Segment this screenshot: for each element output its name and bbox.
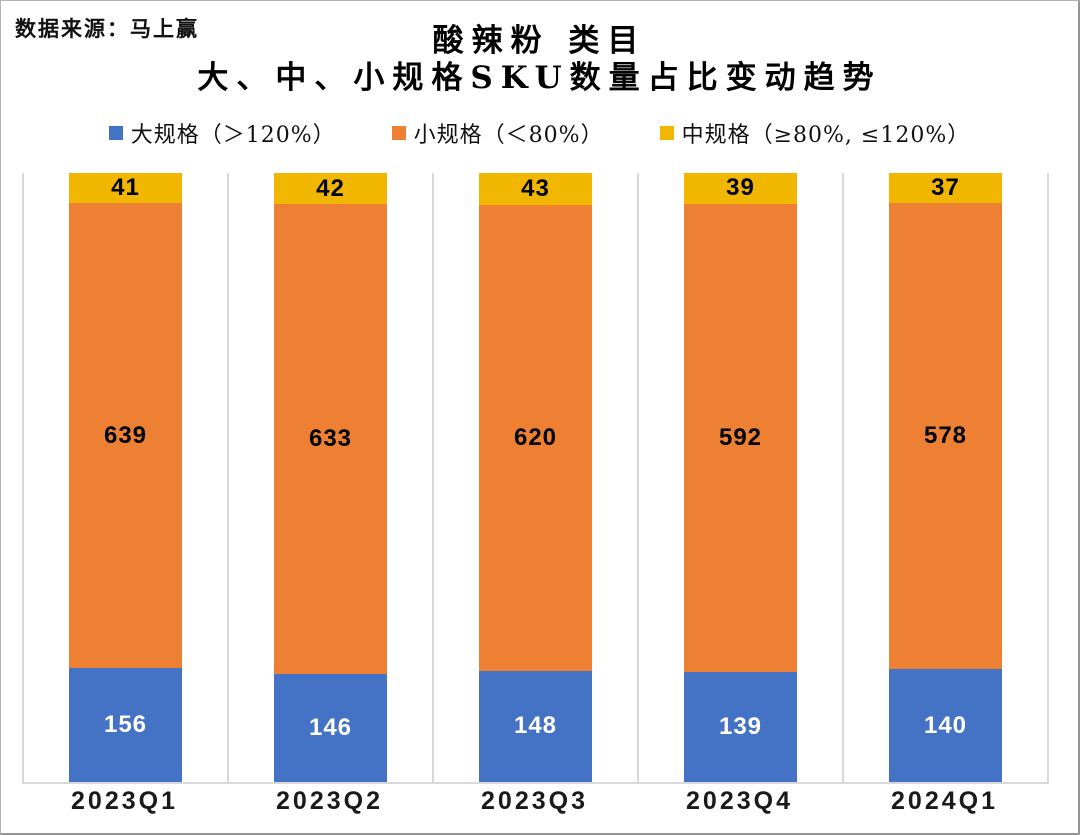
bar-value-label: 140	[923, 711, 968, 739]
bar-segment: 620	[478, 205, 593, 671]
bar-value-label: 592	[718, 423, 763, 451]
bar-value-label: 41	[111, 173, 140, 201]
bar-segment: 156	[68, 668, 183, 782]
legend-label: 小规格（＜80%）	[413, 123, 604, 148]
bar-segment: 42	[273, 173, 388, 205]
bar-column-2024Q1: 37 578 140	[888, 173, 1003, 782]
legend-item-2: 中规格（≥80%, ≤120%）	[659, 117, 971, 149]
bar-segment: 592	[683, 203, 798, 673]
legend-swatch-icon	[391, 126, 406, 140]
x-axis-label-2023Q3: 2023Q3	[481, 787, 588, 815]
bar-value-label: 148	[513, 712, 558, 740]
bar-segment: 633	[273, 204, 388, 674]
category-cell: 37 578 140	[842, 173, 1047, 782]
chart-title: 酸辣粉 类目 大、中、小规格SKU数量占比变动趋势	[1, 23, 1078, 97]
bar-segment: 140	[888, 669, 1003, 782]
bar-column-2023Q1: 41 639 156	[68, 173, 183, 782]
bar-column-2023Q4: 39 592 139	[683, 173, 798, 782]
bar-value-label: 620	[513, 424, 558, 452]
bar-segment: 639	[68, 202, 183, 669]
bar-value-label: 43	[521, 175, 550, 203]
category-cell: 39 592 139	[637, 173, 842, 782]
category-cell: 43 620 148	[432, 173, 637, 782]
bar-segment: 39	[683, 173, 798, 204]
bar-segment: 146	[273, 673, 388, 782]
bar-segment: 139	[683, 672, 798, 782]
legend: 大规格（＞120%） 小规格（＜80%） 中规格（≥80%, ≤120%）	[1, 117, 1078, 149]
x-axis-label-2023Q1: 2023Q1	[71, 787, 178, 815]
chart-title-line2: 大、中、小规格SKU数量占比变动趋势	[197, 60, 882, 96]
bar-segment: 578	[888, 202, 1003, 670]
bar-segment: 43	[478, 173, 593, 206]
legend-item-1: 小规格（＜80%）	[391, 117, 604, 149]
bar-value-label: 42	[316, 174, 345, 202]
bar-value-label: 139	[718, 713, 763, 740]
bar-value-label: 578	[923, 421, 968, 449]
x-axis: 2023Q1 2023Q2 2023Q3 2023Q4 2024Q1	[22, 787, 1047, 816]
bar-value-label: 639	[103, 421, 148, 449]
bar-column-2023Q3: 43 620 148	[478, 173, 593, 782]
bar-value-label: 39	[726, 174, 755, 202]
bar-value-label: 633	[308, 424, 353, 452]
legend-item-0: 大规格（＞120%）	[108, 117, 336, 149]
bar-segment: 41	[68, 173, 183, 203]
x-axis-label-2023Q2: 2023Q2	[276, 787, 383, 815]
x-axis-label-2023Q4: 2023Q4	[686, 787, 793, 815]
data-source-label: 数据来源：马上赢	[15, 16, 199, 41]
legend-swatch-icon	[659, 126, 674, 140]
plot-area: 41 639 156 42 633 146 43 620 148 39 592 139 37 578 140	[22, 173, 1049, 784]
legend-label: 大规格（＞120%）	[130, 123, 336, 148]
bar-segment: 37	[888, 173, 1003, 203]
bar-column-2023Q2: 42 633 146	[273, 173, 388, 782]
category-cell: 41 639 156	[22, 173, 227, 782]
legend-label: 中规格（≥80%, ≤120%）	[681, 123, 971, 148]
chart-title-line1: 酸辣粉 类目	[432, 23, 647, 59]
bar-segment: 148	[478, 670, 593, 782]
category-cell: 42 633 146	[227, 173, 432, 782]
bar-value-label: 146	[308, 713, 353, 741]
x-axis-label-2024Q1: 2024Q1	[891, 787, 998, 815]
legend-swatch-icon	[108, 126, 123, 140]
bar-value-label: 37	[931, 173, 960, 201]
bar-value-label: 156	[103, 711, 148, 739]
